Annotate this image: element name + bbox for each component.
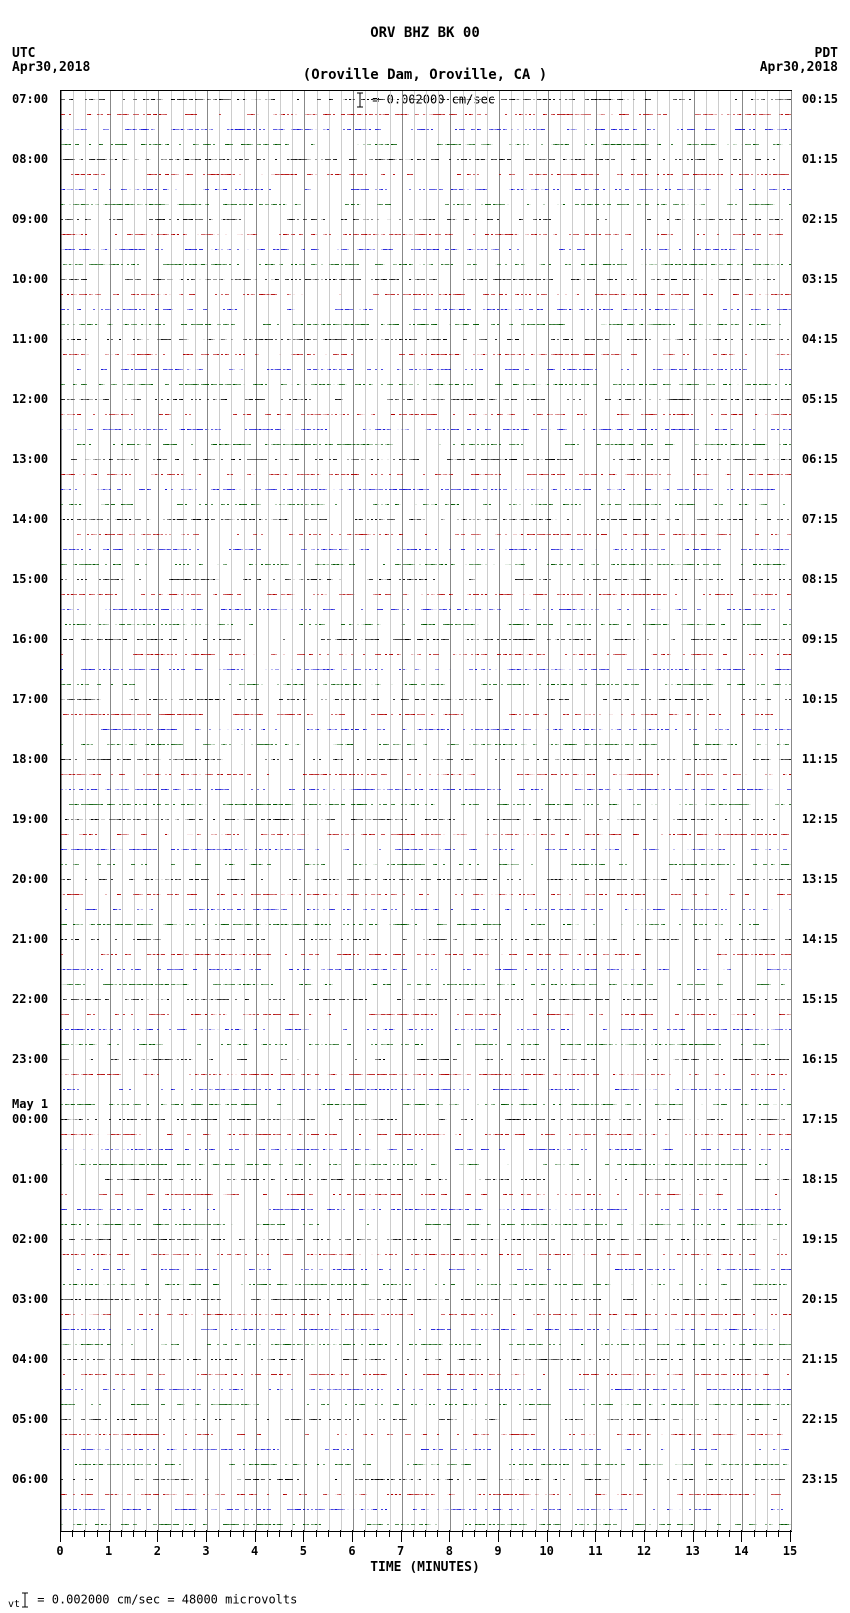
left-time-label: 08:00: [12, 152, 48, 166]
x-tick-label: 7: [397, 1544, 404, 1558]
left-time-label: 02:00: [12, 1232, 48, 1246]
date-left-label: Apr30,2018: [12, 60, 90, 75]
left-time-label: 16:00: [12, 632, 48, 646]
plot-area: [60, 90, 792, 1532]
left-time-label: 01:00: [12, 1172, 48, 1186]
right-time-label: 20:15: [802, 1292, 838, 1306]
right-time-label: 18:15: [802, 1172, 838, 1186]
x-tick-label: 11: [588, 1544, 602, 1558]
x-tick-label: 3: [202, 1544, 209, 1558]
left-time-label: 23:00: [12, 1052, 48, 1066]
left-time-label: 19:00: [12, 812, 48, 826]
x-tick-label: 14: [734, 1544, 748, 1558]
left-time-label: 09:00: [12, 212, 48, 226]
left-time-label: 14:00: [12, 512, 48, 526]
right-time-label: 00:15: [802, 92, 838, 106]
left-time-label: 11:00: [12, 332, 48, 346]
right-time-label: 15:15: [802, 992, 838, 1006]
x-tick-label: 15: [783, 1544, 797, 1558]
x-tick-label: 4: [251, 1544, 258, 1558]
x-tick-label: 10: [539, 1544, 553, 1558]
seismogram-container: ORV BHZ BK 00 (Oroville Dam, Oroville, C…: [0, 0, 850, 1613]
date-right-label: Apr30,2018: [760, 60, 838, 75]
x-tick-label: 13: [685, 1544, 699, 1558]
right-time-label: 14:15: [802, 932, 838, 946]
left-time-label: May 1: [12, 1097, 48, 1111]
right-time-label: 08:15: [802, 572, 838, 586]
right-time-label: 23:15: [802, 1472, 838, 1486]
x-tick-label: 5: [300, 1544, 307, 1558]
x-axis-title: TIME (MINUTES): [60, 1560, 790, 1575]
right-time-label: 02:15: [802, 212, 838, 226]
tz-left-label: UTC: [12, 46, 35, 61]
chart-subtitle: (Oroville Dam, Oroville, CA ): [0, 42, 850, 84]
left-time-label: 12:00: [12, 392, 48, 406]
x-tick-label: 2: [154, 1544, 161, 1558]
right-time-label: 05:15: [802, 392, 838, 406]
left-time-label: 00:00: [12, 1112, 48, 1126]
left-time-label: 21:00: [12, 932, 48, 946]
right-time-label: 16:15: [802, 1052, 838, 1066]
left-time-label: 15:00: [12, 572, 48, 586]
left-time-label: 07:00: [12, 92, 48, 106]
right-time-label: 06:15: [802, 452, 838, 466]
x-tick-label: 0: [56, 1544, 63, 1558]
tz-right-label: PDT: [815, 46, 838, 61]
x-tick-label: 9: [494, 1544, 501, 1558]
footer-text: = 0.002000 cm/sec = 48000 microvolts: [30, 1593, 297, 1607]
right-time-label: 01:15: [802, 152, 838, 166]
x-tick-label: 8: [446, 1544, 453, 1558]
right-time-label: 03:15: [802, 272, 838, 286]
right-time-label: 04:15: [802, 332, 838, 346]
chart-title: ORV BHZ BK 00: [0, 0, 850, 42]
left-time-label: 05:00: [12, 1412, 48, 1426]
right-time-label: 21:15: [802, 1352, 838, 1366]
right-time-label: 12:15: [802, 812, 838, 826]
left-time-label: 18:00: [12, 752, 48, 766]
right-time-label: 09:15: [802, 632, 838, 646]
x-tick-label: 1: [105, 1544, 112, 1558]
right-time-label: 11:15: [802, 752, 838, 766]
right-time-label: 07:15: [802, 512, 838, 526]
left-time-label: 20:00: [12, 872, 48, 886]
left-time-label: 03:00: [12, 1292, 48, 1306]
right-time-label: 22:15: [802, 1412, 838, 1426]
left-time-label: 22:00: [12, 992, 48, 1006]
x-tick-label: 12: [637, 1544, 651, 1558]
footer-scale: vt = 0.002000 cm/sec = 48000 microvolts: [8, 1592, 297, 1610]
left-time-label: 04:00: [12, 1352, 48, 1366]
left-time-label: 13:00: [12, 452, 48, 466]
left-time-label: 06:00: [12, 1472, 48, 1486]
right-time-label: 13:15: [802, 872, 838, 886]
right-time-label: 10:15: [802, 692, 838, 706]
left-time-label: 10:00: [12, 272, 48, 286]
right-time-label: 17:15: [802, 1112, 838, 1126]
right-time-label: 19:15: [802, 1232, 838, 1246]
left-time-label: 17:00: [12, 692, 48, 706]
x-tick-label: 6: [348, 1544, 355, 1558]
